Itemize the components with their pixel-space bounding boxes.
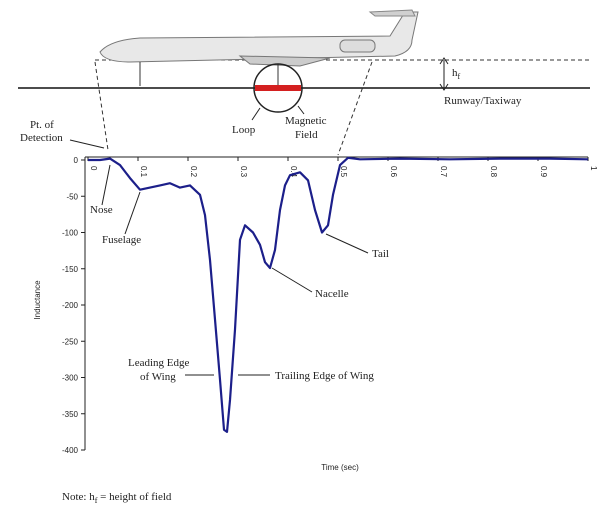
plot: 0 -50 -100 -150 -200 -250 -300 -350 -400 0 0.1 0.2 0… <box>62 156 598 455</box>
field-label: Field <box>295 129 318 141</box>
y-axis-label: Inductance <box>33 280 42 320</box>
fuselage-shape <box>100 12 418 62</box>
y-tick-label: -250 <box>62 337 79 346</box>
y-tick-label: 0 <box>74 156 79 165</box>
annotation-arrow <box>125 192 140 234</box>
annotation-arrow <box>272 268 312 292</box>
projection-line <box>95 62 108 150</box>
y-tick-label: -150 <box>62 265 79 274</box>
y-tick-label: -400 <box>62 446 79 455</box>
y-tick-label: -300 <box>62 374 79 383</box>
projection-line <box>338 62 372 155</box>
y-tick-label: -350 <box>62 410 79 419</box>
y-tick-label: -100 <box>62 229 79 238</box>
x-tick-label: 0.1 <box>139 166 148 178</box>
note: Note: hf = height of field <box>62 491 172 505</box>
aircraft-diagram: hf Runway/Taxiway Loop Magnetic Field <box>18 10 590 155</box>
annotation: Leading Edge <box>128 357 190 369</box>
note-text: Note: h <box>62 491 95 503</box>
field-label: Magnetic <box>285 115 327 127</box>
annotation: Detection <box>20 132 63 144</box>
x-tick-label: 0 <box>89 166 98 171</box>
annotation-arrow <box>102 165 110 205</box>
annotation: Pt. of <box>30 119 54 131</box>
tail-fin <box>370 10 415 16</box>
note-text: = height of field <box>97 491 172 503</box>
annotation: Trailing Edge of Wing <box>275 370 374 382</box>
x-tick-label: 1 <box>589 166 598 171</box>
loop-pointer <box>252 108 260 120</box>
annotation-arrow <box>326 234 368 253</box>
x-tick-label: 0.9 <box>539 166 548 178</box>
figure: hf Runway/Taxiway Loop Magnetic Field Pt… <box>0 0 600 514</box>
runway-label: Runway/Taxiway <box>444 95 522 107</box>
annotation: of Wing <box>140 371 176 383</box>
y-tick-label: -50 <box>66 192 78 201</box>
x-tick-label: 0.6 <box>389 166 398 178</box>
annotation: Tail <box>372 248 389 260</box>
x-tick-label: 0.7 <box>439 166 448 178</box>
x-tick-label: 0.8 <box>489 166 498 178</box>
field-pointer <box>298 106 304 114</box>
engine-nacelle <box>340 40 375 52</box>
height-f: f <box>458 72 461 81</box>
x-tick-label: 0.3 <box>239 166 248 178</box>
y-tick-label: -200 <box>62 301 79 310</box>
loop-label: Loop <box>232 124 256 136</box>
loop-bar <box>255 85 301 91</box>
annotation: Nose <box>90 204 113 216</box>
height-symbol: hf <box>452 67 461 81</box>
annotation: Nacelle <box>315 288 349 300</box>
x-tick-label: 0.2 <box>189 166 198 178</box>
x-axis-label: Time (sec) <box>321 463 359 472</box>
annotation: Fuselage <box>102 234 141 246</box>
annotation-arrow <box>70 140 104 148</box>
